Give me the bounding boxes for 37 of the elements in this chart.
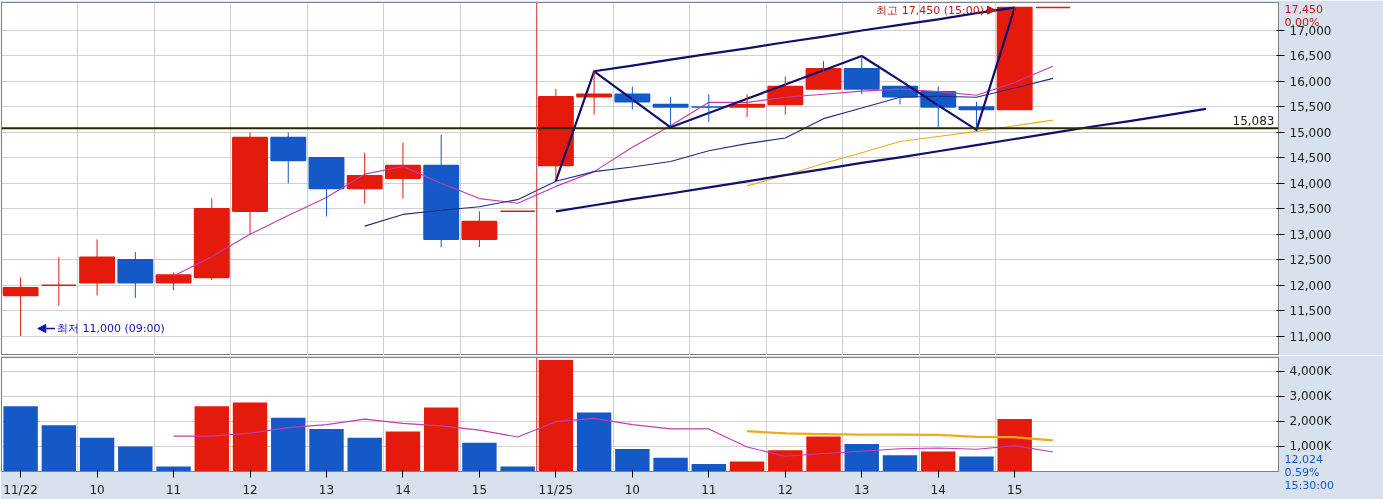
text: 15:30:00: [1284, 479, 1334, 493]
y-tick-label: 14,500: [1289, 151, 1332, 166]
text: 0.59%: [1284, 466, 1320, 480]
x-tick-label: 11/22: [3, 482, 38, 497]
text: 17,450: [1284, 2, 1323, 16]
x-tick-label: 11: [165, 482, 182, 497]
annotation: 최저 11,000 (09:00): [56, 322, 165, 335]
x-tick-label: 12: [242, 482, 258, 497]
y-tick-label: 13,000: [1289, 227, 1332, 242]
x-tick-label: 10: [624, 482, 640, 497]
x-tick-label: 15: [1007, 482, 1023, 497]
y-tick-label: 11,500: [1289, 304, 1332, 319]
y-tick-label: 3,000K: [1289, 389, 1333, 404]
ref-line-label: 15,083: [1232, 114, 1275, 129]
x-tick-label: 12: [777, 482, 793, 497]
x-tick-label: 14: [395, 482, 411, 497]
y-tick-label: 12,000: [1289, 278, 1332, 293]
y-tick-label: 16,000: [1289, 74, 1332, 89]
x-tick-label: 13: [854, 482, 870, 497]
y-tick-label: 11,000: [1289, 329, 1332, 344]
y-tick-label: 1,000K: [1289, 439, 1333, 454]
y-tick-label: 4,000K: [1289, 364, 1333, 379]
x-tick-label: 15: [471, 482, 488, 497]
text: 12,024: [1284, 453, 1323, 467]
x-tick-label: 11: [701, 482, 717, 497]
y-tick-label: 12,500: [1289, 253, 1332, 268]
x-tick-label: 14: [930, 482, 946, 497]
y-tick-label: 15,500: [1289, 100, 1332, 115]
x-tick-label: 11/25: [538, 482, 574, 497]
y-tick-label: 16,500: [1289, 49, 1332, 64]
x-tick-label: 13: [318, 482, 335, 497]
y-tick-label: 2,000K: [1289, 414, 1333, 429]
y-tick-label: 15,000: [1289, 125, 1332, 140]
annotation: 최고 17,450 (15:00): [876, 3, 985, 17]
y-tick-label: 13,500: [1289, 202, 1332, 217]
y-tick-label: 14,000: [1289, 176, 1332, 191]
x-tick-label: 10: [89, 482, 105, 497]
